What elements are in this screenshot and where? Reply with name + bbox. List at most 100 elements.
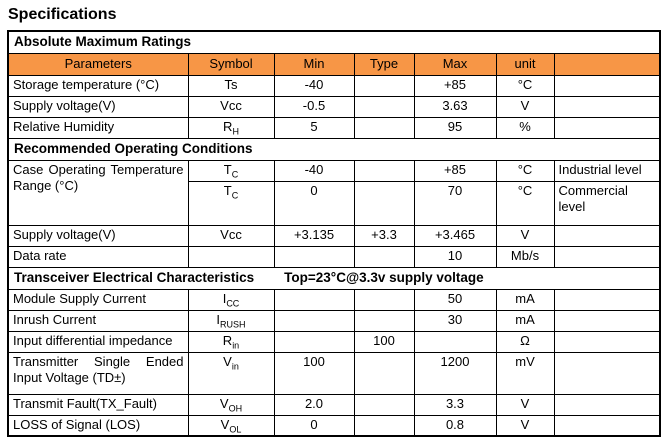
cell-note bbox=[553, 393, 661, 416]
cell-min: -0.5 bbox=[273, 95, 355, 118]
section-title-absolute-maximum-ratings: Absolute Maximum Ratings bbox=[7, 30, 661, 54]
cell-note bbox=[553, 351, 661, 395]
cell-parameter: Transmit Fault(TX_Fault) bbox=[7, 393, 189, 416]
cell-unit: °C bbox=[495, 74, 555, 97]
symbol-base: V bbox=[219, 396, 229, 412]
cell-max: 95 bbox=[413, 116, 497, 139]
cell-max: 70 bbox=[413, 180, 497, 226]
cell-parameter: Supply voltage(V) bbox=[7, 95, 189, 118]
specifications-table: Absolute Maximum Ratings Parameters Symb… bbox=[7, 30, 662, 437]
cell-min: 2.0 bbox=[273, 393, 355, 416]
cell-symbol: Vin bbox=[187, 351, 275, 395]
cell-unit: V bbox=[495, 393, 555, 416]
cell-unit: °C bbox=[495, 180, 555, 226]
page-title: Specifications bbox=[8, 6, 117, 23]
cell-symbol: TC bbox=[187, 159, 275, 182]
symbol-base: Ts bbox=[224, 77, 238, 93]
cell-min: 100 bbox=[273, 351, 355, 395]
table-row-transmitter-input-voltage: Transmitter Single Ended Input Voltage (… bbox=[7, 351, 661, 395]
cell-note: Commercial level bbox=[553, 180, 661, 226]
cell-note bbox=[553, 330, 661, 353]
symbol-base: Vcc bbox=[220, 98, 242, 114]
cell-max: 3.63 bbox=[413, 95, 497, 118]
table-row-inrush-current: Inrush Current IRUSH 30 mA bbox=[7, 309, 661, 332]
table-row-relative-humidity: Relative Humidity RH 5 95 % bbox=[7, 116, 661, 139]
cell-type bbox=[353, 393, 415, 416]
cell-note bbox=[553, 245, 661, 268]
cell-max: 10 bbox=[413, 245, 497, 268]
cell-symbol: TC bbox=[187, 180, 275, 226]
cell-type bbox=[353, 159, 415, 182]
symbol-subscript: C bbox=[231, 169, 239, 180]
cell-type bbox=[353, 288, 415, 311]
cell-parameter: Module Supply Current bbox=[7, 288, 189, 311]
symbol-subscript: H bbox=[232, 126, 239, 137]
symbol-base: R bbox=[222, 333, 233, 349]
symbol-subscript: OL bbox=[229, 424, 242, 435]
symbol-base: Vcc bbox=[220, 227, 242, 243]
symbol-subscript: in bbox=[231, 361, 239, 372]
table-row-loss-of-signal: LOSS of Signal (LOS) VOL 0 0.8 V bbox=[7, 414, 661, 437]
cell-unit: V bbox=[495, 224, 555, 247]
cell-max: +85 bbox=[413, 159, 497, 182]
cell-note bbox=[553, 95, 661, 118]
table-row-transmit-fault: Transmit Fault(TX_Fault) VOH 2.0 3.3 V bbox=[7, 393, 661, 416]
cell-type: +3.3 bbox=[353, 224, 415, 247]
cell-type bbox=[353, 180, 415, 226]
section-title-transceiver-electrical-characteristics: Transceiver Electrical Characteristics bbox=[14, 270, 255, 286]
cell-note: Industrial level bbox=[553, 159, 661, 182]
cell-unit: mV bbox=[495, 351, 555, 395]
cell-max: +85 bbox=[413, 74, 497, 97]
cell-min: 5 bbox=[273, 116, 355, 139]
cell-parameter: Supply voltage(V) bbox=[7, 224, 189, 247]
col-header-notes bbox=[553, 52, 661, 76]
cell-max: 0.8 bbox=[413, 414, 497, 437]
cell-type bbox=[353, 95, 415, 118]
symbol-base: T bbox=[223, 182, 232, 198]
symbol-subscript: CC bbox=[226, 298, 240, 309]
table-row-case-temp-industrial: Case Operating Temperature Range (°C) TC… bbox=[7, 159, 661, 226]
cell-unit: mA bbox=[495, 288, 555, 311]
col-header-min: Min bbox=[273, 52, 355, 76]
cell-parameter: Transmitter Single Ended Input Voltage (… bbox=[7, 351, 189, 395]
cell-symbol: ICC bbox=[187, 288, 275, 311]
col-header-parameters: Parameters bbox=[7, 52, 189, 76]
symbol-base: R bbox=[223, 119, 233, 135]
cell-type: 100 bbox=[353, 330, 415, 353]
cell-type bbox=[353, 74, 415, 97]
section-row-transceiver-electrical-characteristics: Transceiver Electrical Characteristics To… bbox=[7, 266, 661, 290]
cell-max: 3.3 bbox=[413, 393, 497, 416]
cell-unit: mA bbox=[495, 309, 555, 332]
section-row-recommended-operating-conditions: Recommended Operating Conditions bbox=[7, 137, 661, 161]
cell-symbol: Vcc bbox=[187, 95, 275, 118]
table-row-supply-voltage-rec: Supply voltage(V) Vcc +3.135 +3.3 +3.465… bbox=[7, 224, 661, 247]
cell-unit: V bbox=[495, 414, 555, 437]
section-condition: Top=23°C@3.3v supply voltage bbox=[284, 270, 484, 286]
cell-min: 0 bbox=[273, 414, 355, 437]
cell-parameter: Relative Humidity bbox=[7, 116, 189, 139]
cell-unit: % bbox=[495, 116, 555, 139]
cell-min bbox=[273, 245, 355, 268]
table-row-case-temp-commercial: TC 0 70 °C Commercial level bbox=[8, 180, 661, 226]
col-header-max: Max bbox=[413, 52, 497, 76]
col-header-unit: unit bbox=[495, 52, 555, 76]
cell-min: -40 bbox=[273, 159, 355, 182]
cell-parameter: Storage temperature (°C) bbox=[7, 74, 189, 97]
cell-symbol: VOL bbox=[187, 414, 275, 437]
cell-type bbox=[353, 245, 415, 268]
cell-max: 1200 bbox=[413, 351, 497, 395]
symbol-subscript: OH bbox=[228, 403, 243, 414]
cell-min: 0 bbox=[273, 180, 355, 226]
symbol-base: V bbox=[223, 353, 232, 369]
symbol-base: V bbox=[220, 416, 230, 432]
symbol-base: I bbox=[222, 291, 227, 307]
cell-unit: Mb/s bbox=[495, 245, 555, 268]
cell-min: -40 bbox=[273, 74, 355, 97]
cell-parameter: LOSS of Signal (LOS) bbox=[7, 414, 189, 437]
table-row-data-rate: Data rate 10 Mb/s bbox=[7, 245, 661, 268]
cell-parameter: Data rate bbox=[7, 245, 189, 268]
cell-symbol: Rin bbox=[187, 330, 275, 353]
table-row-storage-temperature: Storage temperature (°C) Ts -40 +85 °C bbox=[7, 74, 661, 97]
cell-note bbox=[553, 414, 661, 437]
cell-min bbox=[273, 288, 355, 311]
